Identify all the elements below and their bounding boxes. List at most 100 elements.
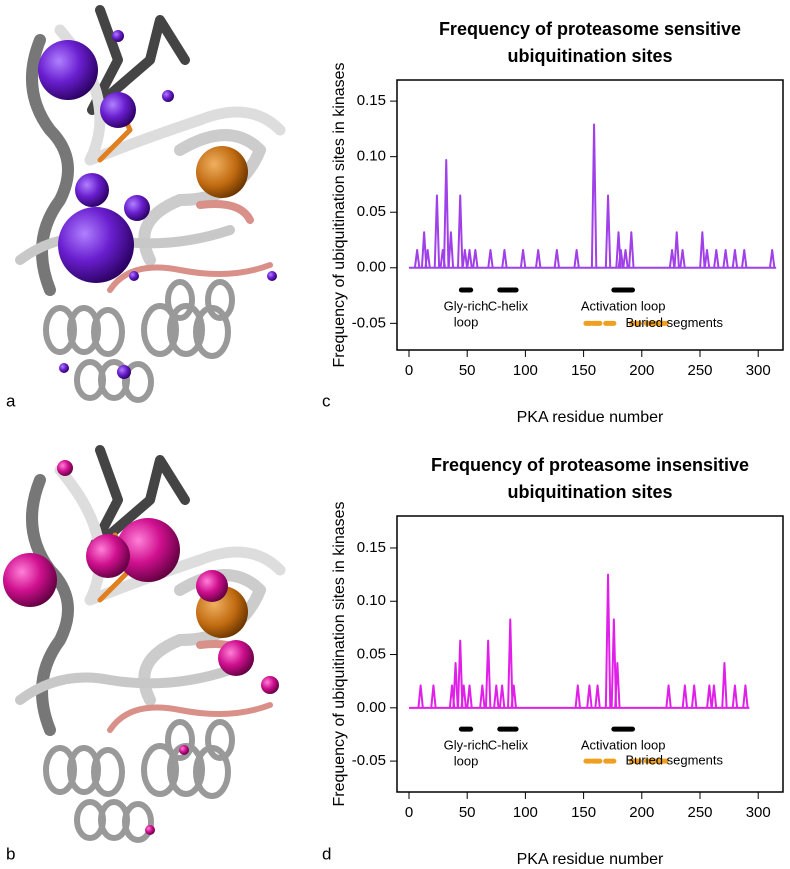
spike (668, 249, 676, 268)
spike (665, 684, 672, 708)
spike (430, 684, 437, 708)
buried-label: Buried segments (625, 315, 723, 330)
spike (535, 249, 542, 268)
y-axis-label: Frequency of ubiquitination sites in kin… (331, 62, 348, 367)
x-axis-label: PKA residue number (517, 851, 664, 868)
spike (417, 684, 424, 708)
plot-box (396, 79, 784, 351)
y-tick-label: 0.00 (357, 699, 386, 716)
chart-title: Frequency of proteasome sensitive (439, 19, 741, 39)
spike (484, 639, 492, 708)
x-tick-label: 100 (513, 362, 538, 379)
y-tick-label: 0.15 (357, 539, 386, 556)
chart-title: ubiquitination sites (508, 482, 673, 502)
spike (690, 684, 698, 708)
sphere (124, 195, 150, 221)
x-tick-label: 300 (746, 804, 771, 821)
spike (479, 684, 486, 708)
spike (466, 684, 473, 708)
spike (461, 249, 469, 268)
sphere (218, 640, 254, 676)
spike (420, 231, 428, 268)
region-label: loop (454, 754, 479, 769)
y-axis-label: Frequency of ubiquitination sites in kin… (331, 501, 348, 806)
spike (706, 684, 713, 708)
x-tick-label: 300 (746, 362, 771, 379)
spike (628, 231, 635, 268)
x-tick-label: 250 (687, 804, 712, 821)
structure-b (3, 450, 280, 840)
spike (433, 194, 441, 268)
sphere (179, 745, 189, 755)
spike (594, 684, 601, 708)
sphere (57, 460, 73, 476)
spike (622, 249, 629, 268)
spike (679, 249, 686, 268)
panel-letter: a (6, 391, 16, 410)
spike (457, 639, 464, 708)
x-tick-label: 0 (405, 362, 413, 379)
spike (447, 231, 455, 268)
region-label: loop (454, 314, 479, 329)
spike (460, 684, 467, 708)
x-tick-label: 200 (629, 362, 654, 379)
x-tick-label: 50 (459, 804, 476, 821)
y-tick-label: 0.10 (357, 148, 386, 165)
sphere (3, 553, 57, 607)
spike (673, 231, 680, 268)
region-label: Activation loop (581, 738, 666, 753)
sphere (38, 40, 98, 100)
panel-letter: b (6, 844, 15, 863)
sphere (58, 207, 134, 283)
spike (590, 123, 598, 268)
sphere (145, 825, 155, 835)
x-tick-label: 150 (571, 804, 596, 821)
region-label: Gly-rich (444, 298, 489, 313)
x-tick-label: 0 (405, 804, 413, 821)
chart-title: ubiquitination sites (508, 46, 673, 66)
spike (741, 249, 748, 268)
spike (721, 662, 728, 708)
y-tick-label: -0.05 (352, 314, 386, 331)
spike (573, 249, 580, 268)
spike (452, 662, 459, 708)
sphere (116, 518, 180, 582)
sphere (117, 365, 131, 379)
spike (487, 249, 494, 268)
spike (472, 249, 479, 268)
spike (722, 249, 729, 268)
spike (413, 249, 421, 268)
sphere (196, 146, 248, 198)
buried-label: Buried segments (625, 753, 723, 768)
spike (768, 249, 776, 268)
plot-box (396, 515, 784, 793)
y-tick-label: 0.00 (357, 259, 386, 276)
spike (604, 194, 612, 268)
spike (742, 684, 749, 708)
spike (574, 684, 581, 708)
sphere (86, 534, 130, 578)
region-label: C-helix (488, 298, 529, 313)
sphere (75, 173, 109, 207)
x-tick-label: 200 (629, 804, 654, 821)
y-tick-label: 0.05 (357, 203, 386, 220)
y-tick-label: 0.05 (357, 646, 386, 663)
x-tick-label: 50 (459, 362, 476, 379)
spike (507, 618, 514, 708)
sphere (100, 92, 136, 128)
spike (731, 249, 739, 268)
sphere (267, 271, 277, 281)
sphere (129, 271, 139, 281)
spike (699, 231, 706, 268)
spike (519, 249, 527, 268)
chart-title: Frequency of proteasome insensitive (431, 455, 749, 475)
spike (586, 684, 593, 708)
y-tick-label: 0.10 (357, 592, 386, 609)
region-label: C-helix (488, 738, 529, 753)
spike (510, 684, 517, 708)
spike (614, 662, 621, 708)
spike (604, 573, 612, 708)
spike (731, 684, 739, 708)
spike (617, 249, 625, 268)
